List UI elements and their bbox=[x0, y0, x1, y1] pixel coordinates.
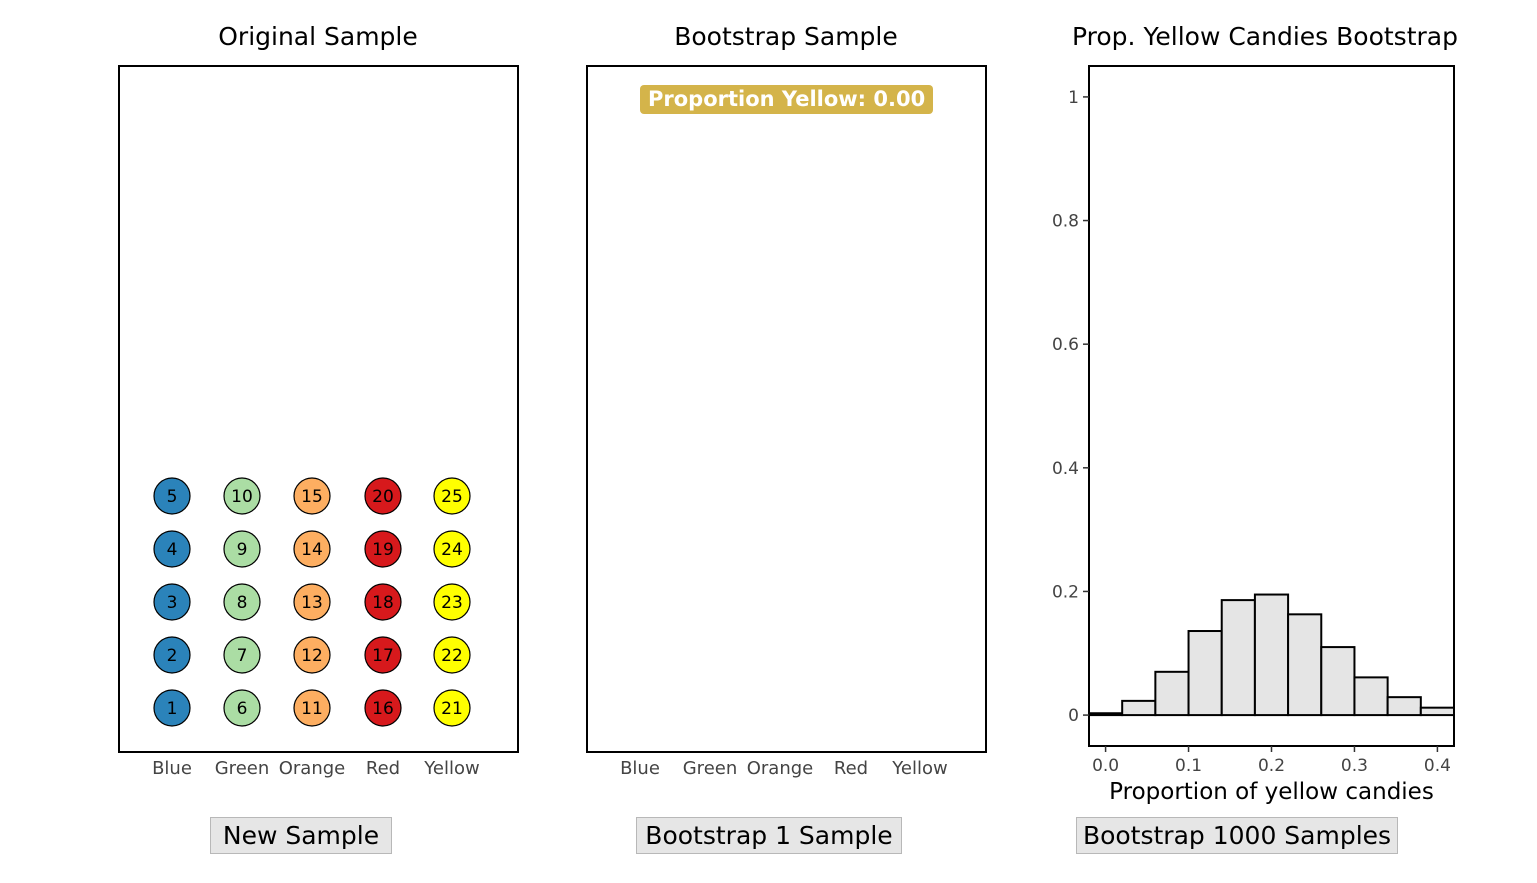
category-label-blue: Blue bbox=[152, 758, 192, 779]
candy-6: 6 bbox=[223, 689, 261, 727]
y-tick-label: 0.2 bbox=[1052, 582, 1079, 602]
candy-number: 5 bbox=[167, 487, 178, 507]
candy-number: 18 bbox=[372, 593, 394, 613]
x-tick-label: 0.4 bbox=[1424, 756, 1451, 776]
candy-2: 2 bbox=[153, 636, 191, 674]
original-sample-plot: 1 2 3 4 5 6 7 8 9 10 11 12 13 14 15 16 17 18 19 20 21 22 23 24 2… bbox=[118, 65, 519, 753]
candy-25: 25 bbox=[433, 477, 471, 515]
candy-15: 15 bbox=[293, 477, 331, 515]
candy-4: 4 bbox=[153, 530, 191, 568]
histogram-bar-4 bbox=[1187, 630, 1223, 717]
bootstrap-1000-samples-button[interactable]: Bootstrap 1000 Samples bbox=[1076, 817, 1398, 854]
candy-number: 4 bbox=[167, 540, 178, 560]
category-label-orange: Orange bbox=[278, 758, 346, 779]
candy-13: 13 bbox=[293, 583, 331, 621]
candy-number: 13 bbox=[301, 593, 323, 613]
candy-number: 20 bbox=[372, 487, 394, 507]
x-tick-label: 0.0 bbox=[1092, 756, 1119, 776]
candy-16: 16 bbox=[364, 689, 402, 727]
candy-number: 25 bbox=[441, 487, 463, 507]
candy-21: 21 bbox=[433, 689, 471, 727]
y-tick-label: 0.4 bbox=[1052, 459, 1079, 479]
candy-9: 9 bbox=[223, 530, 261, 568]
candy-20: 20 bbox=[364, 477, 402, 515]
candy-number: 9 bbox=[237, 540, 248, 560]
candy-5: 5 bbox=[153, 477, 191, 515]
category-label-yellow: Yellow bbox=[892, 758, 948, 779]
candy-number: 11 bbox=[301, 699, 323, 719]
new-sample-button[interactable]: New Sample bbox=[210, 817, 392, 854]
histogram-bar-3 bbox=[1154, 670, 1190, 717]
candy-19: 19 bbox=[364, 530, 402, 568]
candy-number: 3 bbox=[167, 593, 178, 613]
bootstrap-1-sample-button[interactable]: Bootstrap 1 Sample bbox=[636, 817, 902, 854]
candy-1: 1 bbox=[153, 689, 191, 727]
candy-number: 16 bbox=[372, 699, 394, 719]
y-tick-label: 0 bbox=[1068, 706, 1079, 726]
histogram-bar-5 bbox=[1220, 599, 1256, 717]
y-tick-label: 0.6 bbox=[1052, 335, 1079, 355]
histogram-bar-2 bbox=[1121, 699, 1157, 717]
candy-number: 17 bbox=[372, 646, 394, 666]
candy-number: 2 bbox=[167, 646, 178, 666]
proportion-yellow-badge: Proportion Yellow: 0.00 bbox=[640, 85, 934, 114]
candy-number: 8 bbox=[237, 593, 248, 613]
original-sample-title: Original Sample bbox=[218, 22, 418, 51]
histogram-title: Prop. Yellow Candies Bootstrap bbox=[1072, 22, 1458, 51]
y-tick-label: 0.8 bbox=[1052, 212, 1079, 232]
candy-18: 18 bbox=[364, 583, 402, 621]
candy-3: 3 bbox=[153, 583, 191, 621]
candy-number: 12 bbox=[301, 646, 323, 666]
candy-11: 11 bbox=[293, 689, 331, 727]
histogram-bar-9 bbox=[1353, 676, 1389, 717]
bootstrap-sample-title: Bootstrap Sample bbox=[674, 22, 898, 51]
category-label-green: Green bbox=[682, 758, 738, 779]
histogram-bar-10 bbox=[1386, 696, 1422, 717]
candy-number: 15 bbox=[301, 487, 323, 507]
candy-17: 17 bbox=[364, 636, 402, 674]
candy-number: 7 bbox=[237, 646, 248, 666]
histogram-bar-8 bbox=[1320, 646, 1356, 717]
x-tick-label: 0.1 bbox=[1175, 756, 1202, 776]
candy-8: 8 bbox=[223, 583, 261, 621]
candy-12: 12 bbox=[293, 636, 331, 674]
histogram-bar-1 bbox=[1088, 712, 1124, 717]
candy-14: 14 bbox=[293, 530, 331, 568]
category-label-yellow: Yellow bbox=[424, 758, 480, 779]
candy-22: 22 bbox=[433, 636, 471, 674]
candy-number: 6 bbox=[237, 699, 248, 719]
candy-number: 23 bbox=[441, 593, 463, 613]
candy-number: 22 bbox=[441, 646, 463, 666]
histogram-bar-11 bbox=[1419, 706, 1455, 717]
category-label-orange: Orange bbox=[746, 758, 814, 779]
category-label-red: Red bbox=[365, 758, 401, 779]
original-sample-candies: 1234567891011121314151617181920212223242… bbox=[153, 477, 471, 727]
histogram-bar-7 bbox=[1287, 613, 1323, 717]
candy-number: 10 bbox=[231, 487, 253, 507]
candy-number: 14 bbox=[301, 540, 323, 560]
y-tick-label: 1 bbox=[1068, 88, 1079, 108]
candy-number: 21 bbox=[441, 699, 463, 719]
candy-7: 7 bbox=[223, 636, 261, 674]
candy-number: 1 bbox=[167, 699, 178, 719]
bootstrap-sample-plot: Proportion Yellow: 0.00 bbox=[586, 65, 987, 753]
histogram-bar-6 bbox=[1253, 593, 1290, 717]
x-tick-label: 0.2 bbox=[1258, 756, 1285, 776]
histogram-chart: 0 0.2 0.4 0.6 0.8 1 0.0 0.1 0.2 0.3 0.4 Proportion … bbox=[1052, 65, 1455, 805]
candy-number: 24 bbox=[441, 540, 463, 560]
candy-23: 23 bbox=[433, 583, 471, 621]
category-label-red: Red bbox=[833, 758, 869, 779]
x-tick-label: 0.3 bbox=[1341, 756, 1368, 776]
candy-10: 10 bbox=[223, 477, 261, 515]
candy-24: 24 bbox=[433, 530, 471, 568]
candy-number: 19 bbox=[372, 540, 394, 560]
x-axis-title: Proportion of yellow candies bbox=[1109, 779, 1434, 805]
category-label-blue: Blue bbox=[620, 758, 660, 779]
category-label-green: Green bbox=[214, 758, 270, 779]
